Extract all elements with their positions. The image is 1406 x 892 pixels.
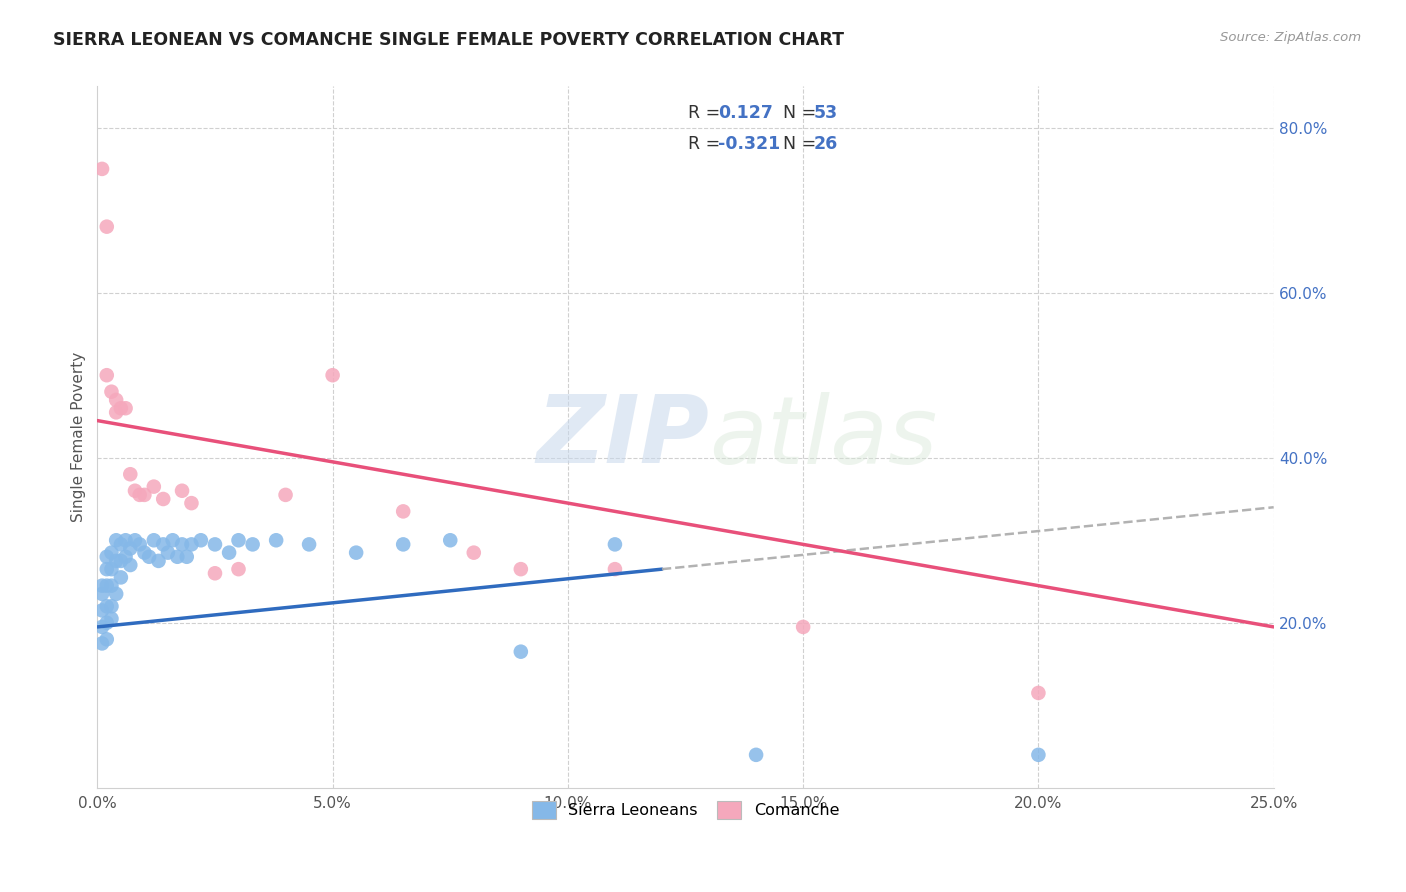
Text: 26: 26	[814, 136, 838, 153]
Point	[110, 401, 132, 416]
Text: 0.127: 0.127	[718, 103, 773, 122]
Point	[100, 599, 122, 614]
Point	[274, 488, 297, 502]
Point	[152, 491, 174, 506]
Point	[138, 549, 160, 564]
Point	[134, 488, 156, 502]
Point	[142, 480, 165, 494]
Point	[148, 554, 170, 568]
Text: SIERRA LEONEAN VS COMANCHE SINGLE FEMALE POVERTY CORRELATION CHART: SIERRA LEONEAN VS COMANCHE SINGLE FEMALE…	[53, 31, 845, 49]
Point	[96, 219, 118, 234]
Point	[114, 549, 136, 564]
Point	[152, 537, 174, 551]
Point	[105, 554, 128, 568]
Text: Source: ZipAtlas.com: Source: ZipAtlas.com	[1220, 31, 1361, 45]
Point	[96, 549, 118, 564]
Point	[190, 533, 212, 548]
Point	[124, 533, 146, 548]
Legend: Sierra Leoneans, Comanche: Sierra Leoneans, Comanche	[522, 791, 849, 829]
Point	[603, 562, 626, 576]
Point	[100, 546, 122, 560]
Text: 53: 53	[814, 103, 838, 122]
Point	[162, 533, 184, 548]
Point	[96, 368, 118, 383]
Point	[242, 537, 264, 551]
Point	[120, 558, 142, 572]
Point	[120, 541, 142, 556]
Point	[170, 483, 193, 498]
Point	[105, 392, 128, 407]
Point	[114, 401, 136, 416]
Point	[134, 546, 156, 560]
Point	[128, 537, 150, 551]
Point	[100, 579, 122, 593]
Point	[110, 537, 132, 551]
Point	[344, 546, 367, 560]
Point	[96, 632, 118, 647]
Point	[509, 645, 531, 659]
Point	[91, 579, 114, 593]
Point	[392, 537, 415, 551]
Point	[105, 405, 128, 419]
Point	[91, 636, 114, 650]
Point	[128, 488, 150, 502]
Point	[114, 533, 136, 548]
Text: atlas: atlas	[709, 392, 938, 483]
Point	[100, 562, 122, 576]
Point	[180, 496, 202, 510]
Point	[110, 570, 132, 584]
Point	[100, 612, 122, 626]
Point	[91, 161, 114, 176]
Point	[142, 533, 165, 548]
Point	[439, 533, 461, 548]
Point	[91, 603, 114, 617]
Text: R =: R =	[688, 103, 725, 122]
Text: ZIP: ZIP	[536, 391, 709, 483]
Point	[176, 549, 198, 564]
Point	[463, 546, 485, 560]
Point	[100, 384, 122, 399]
Point	[170, 537, 193, 551]
Point	[509, 562, 531, 576]
Point	[298, 537, 321, 551]
Y-axis label: Single Female Poverty: Single Female Poverty	[72, 352, 86, 522]
Point	[218, 546, 240, 560]
Point	[1028, 747, 1050, 762]
Text: -0.321: -0.321	[718, 136, 780, 153]
Point	[91, 587, 114, 601]
Point	[105, 533, 128, 548]
Point	[1028, 686, 1050, 700]
Point	[96, 615, 118, 630]
Point	[96, 599, 118, 614]
Point	[204, 566, 226, 581]
Point	[228, 533, 250, 548]
Point	[264, 533, 287, 548]
Point	[124, 483, 146, 498]
Point	[180, 537, 202, 551]
Point	[792, 620, 814, 634]
Point	[96, 562, 118, 576]
Point	[120, 467, 142, 482]
Point	[110, 554, 132, 568]
Text: R =: R =	[688, 136, 725, 153]
Point	[204, 537, 226, 551]
Point	[91, 620, 114, 634]
Point	[603, 537, 626, 551]
Point	[392, 504, 415, 518]
Point	[96, 579, 118, 593]
Point	[156, 546, 179, 560]
Point	[745, 747, 768, 762]
Point	[105, 587, 128, 601]
Text: N =: N =	[783, 136, 823, 153]
Point	[322, 368, 344, 383]
Text: N =: N =	[783, 103, 823, 122]
Point	[166, 549, 188, 564]
Point	[228, 562, 250, 576]
